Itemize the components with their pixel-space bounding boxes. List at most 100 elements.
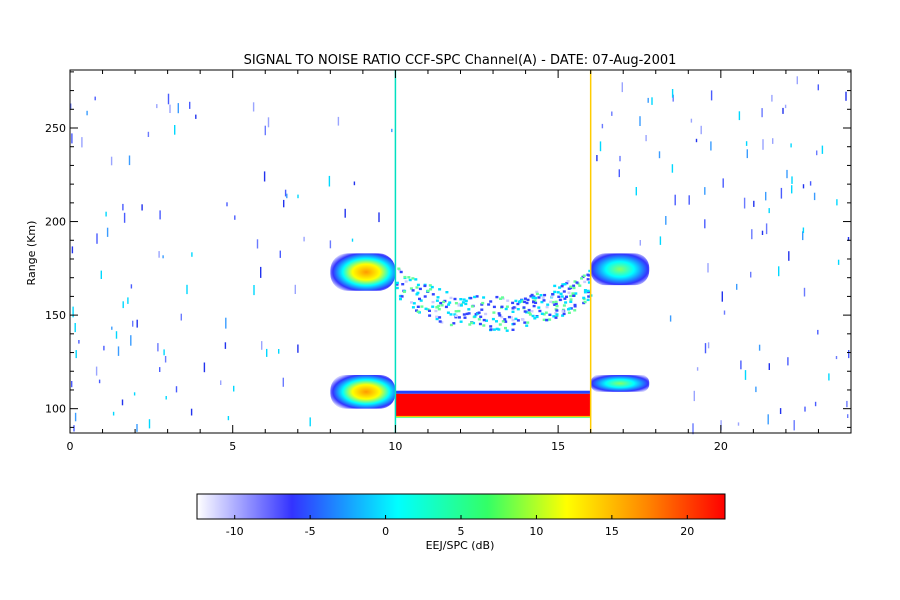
arc-echo-streak (437, 308, 441, 311)
noise-speckle (227, 416, 230, 421)
arc-echo-streak (434, 309, 438, 313)
arc-echo-streak (548, 313, 552, 316)
noise-speckle (762, 139, 764, 150)
arc-echo-streak (569, 300, 573, 303)
arc-echo-streak (446, 311, 450, 314)
noise-speckle (601, 123, 604, 129)
arc-echo-streak (495, 320, 498, 323)
arc-echo-streak (549, 300, 553, 303)
arc-echo-streak (454, 310, 458, 313)
noise-speckle (790, 143, 792, 148)
noise-speckle (136, 424, 138, 432)
y-axis: 100 150 200 250 (45, 71, 851, 428)
arc-echo-streak (497, 328, 501, 331)
noise-speckle (645, 135, 647, 142)
arc-echo-streak (562, 290, 566, 293)
arc-echo-streak (428, 309, 431, 312)
arc-echo-streak (470, 305, 474, 308)
arc-echo-streak (573, 309, 577, 312)
noise-speckle (303, 236, 305, 242)
arc-echo-streak (555, 309, 559, 312)
arc-echo-streak (489, 300, 493, 303)
arc-echo-streak (521, 318, 525, 321)
noise-speckle (700, 125, 702, 135)
noise-speckle (772, 138, 774, 144)
noise-speckle (105, 211, 107, 217)
arc-echo-streak (500, 315, 504, 319)
arc-echo-streak (435, 299, 439, 302)
arc-echo-streak (531, 314, 535, 318)
arc-echo-streak (562, 312, 566, 316)
arc-echo-streak (438, 320, 442, 323)
arc-echo-streak (542, 318, 546, 321)
x-tick-label: 15 (551, 440, 565, 453)
arc-echo-streak (544, 311, 548, 314)
arc-echo-streak (527, 308, 531, 312)
arc-echo-streak (514, 317, 518, 321)
arc-echo-streak (467, 308, 471, 311)
arc-echo-streak (537, 306, 541, 309)
arc-echo-streak (504, 326, 507, 330)
noise-speckle (220, 380, 222, 385)
arc-echo-streak (534, 296, 538, 300)
arc-echo-streak (499, 297, 502, 300)
noise-speckle (696, 367, 699, 371)
noise-speckle (74, 412, 77, 422)
y-tick-label: 100 (45, 403, 66, 416)
noise-speckle (278, 349, 280, 354)
noise-speckle (707, 342, 710, 349)
noise-speckle (737, 422, 740, 426)
arc-echo-streak (492, 305, 496, 309)
arc-echo-streak (482, 296, 486, 299)
x-tick-label: 20 (714, 440, 728, 453)
arc-echo-streak (484, 312, 488, 316)
arc-echo-streak (457, 316, 461, 319)
noise-speckle (639, 116, 641, 126)
arc-echo-streak (395, 283, 399, 286)
arc-echo-streak (573, 280, 577, 283)
arc-echo-streak (560, 295, 564, 298)
noise-speckle (279, 250, 281, 258)
arc-echo-streak (567, 311, 571, 314)
arc-echo-streak (495, 327, 499, 331)
arc-echo-streak (530, 310, 534, 313)
y-axis-label: Range (Km) (25, 221, 38, 286)
arc-echo-streak (561, 314, 565, 317)
noise-speckle (141, 204, 143, 211)
noise-speckle (621, 82, 623, 93)
arc-echo-streak (424, 307, 428, 310)
arc-echo-streak (566, 280, 570, 283)
arc-echo-streak (431, 293, 435, 296)
noise-speckle (70, 103, 72, 109)
arc-echo-streak (511, 328, 515, 331)
noise-speckle (761, 108, 763, 118)
noise-speckle (787, 357, 789, 366)
arc-echo-streak (480, 303, 484, 306)
noise-speckle (136, 319, 138, 328)
arc-echo-streak (534, 301, 538, 304)
noise-speckle (115, 331, 118, 339)
noise-speckle (378, 212, 380, 223)
y-tick-label: 250 (45, 122, 66, 135)
arc-echo-streak (480, 308, 484, 311)
arc-echo-streak (454, 314, 458, 318)
arc-echo-streak (511, 318, 515, 322)
noise-speckle (71, 246, 74, 254)
x-tick-label: 10 (388, 440, 402, 453)
arc-echo-streak (482, 324, 486, 327)
arc-echo-streak (506, 299, 510, 302)
arc-echo-streak (447, 303, 451, 306)
noise-speckle (162, 255, 164, 259)
noise-speckle (297, 194, 299, 199)
arc-echo-streak (539, 294, 543, 297)
arc-echo-streak (511, 301, 515, 305)
arc-echo-streak (403, 275, 407, 279)
arc-echo-streak (535, 315, 539, 319)
arc-echo-streak (473, 315, 477, 318)
echo-blob (590, 374, 650, 392)
noise-speckle (203, 362, 206, 373)
colorbar-tick-label: -10 (226, 525, 244, 538)
noise-speckle (72, 306, 74, 318)
arc-echo-streak (449, 296, 453, 300)
noise-speckle (106, 227, 109, 237)
